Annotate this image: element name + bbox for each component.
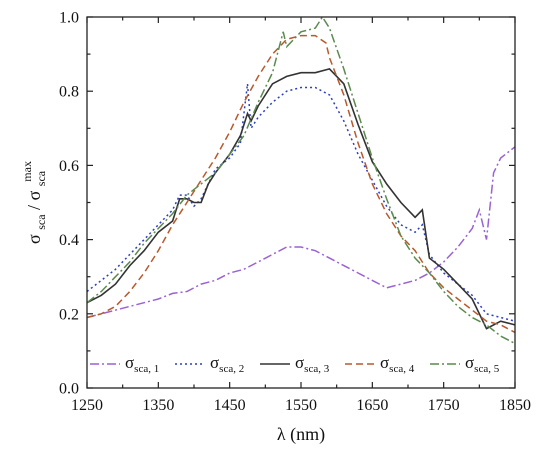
legend-item-2: σsca, 2 [175, 353, 244, 375]
y-tick-label: 0.4 [59, 232, 79, 249]
y-axis-title: σ sca / σ sca max [20, 161, 49, 244]
x-tick-label: 1750 [428, 397, 460, 414]
legend-label: σsca, 5 [465, 353, 500, 375]
y-tick-label: 0.0 [59, 381, 79, 398]
y-title-sigma: σ [24, 234, 44, 244]
legend: σsca, 1 σsca, 2 σsca, 3 σsca, 4 σsca, 5 [90, 353, 500, 375]
y-title-slash: / [24, 205, 44, 210]
y-tick-label: 0.6 [59, 158, 79, 175]
ticks-layer: 1250 1350 1450 1550 1650 1750 1850 0.0 0.2 0.4 0.6… [59, 10, 531, 415]
y-tick-label: 1.0 [59, 10, 79, 27]
x-axis-title: λ (nm) [277, 424, 325, 445]
series-line-4 [86, 34, 516, 334]
y-title-sub: sca [34, 214, 48, 230]
x-tick-label: 1850 [499, 397, 531, 414]
x-tick-label: 1550 [285, 397, 317, 414]
y-tick-label: 0.2 [59, 306, 79, 323]
legend-label: σsca, 2 [210, 353, 244, 375]
series-line-1 [86, 146, 516, 319]
x-tick-label: 1450 [214, 397, 246, 414]
series-line-5 [86, 15, 516, 345]
legend-item-3: σsca, 3 [260, 353, 330, 375]
legend-item-1: σsca, 1 [90, 353, 159, 375]
legend-item-5: σsca, 5 [430, 353, 500, 375]
series-line-2 [86, 83, 516, 322]
series-line-3 [86, 68, 516, 330]
y-title-sup2: max [20, 161, 34, 182]
x-tick-label: 1250 [71, 397, 103, 414]
y-tick-label: 0.8 [59, 84, 79, 101]
x-tick-label: 1650 [356, 397, 388, 414]
legend-item-4: σsca, 4 [345, 353, 415, 375]
y-title-sigma-max: σ [24, 190, 44, 200]
x-tick-label: 1350 [142, 397, 174, 414]
legend-label: σsca, 1 [125, 353, 159, 375]
legend-label: σsca, 3 [295, 353, 330, 375]
series-layer [86, 15, 516, 345]
legend-label: σsca, 4 [380, 353, 415, 375]
y-title-sub2: sca [34, 170, 48, 186]
